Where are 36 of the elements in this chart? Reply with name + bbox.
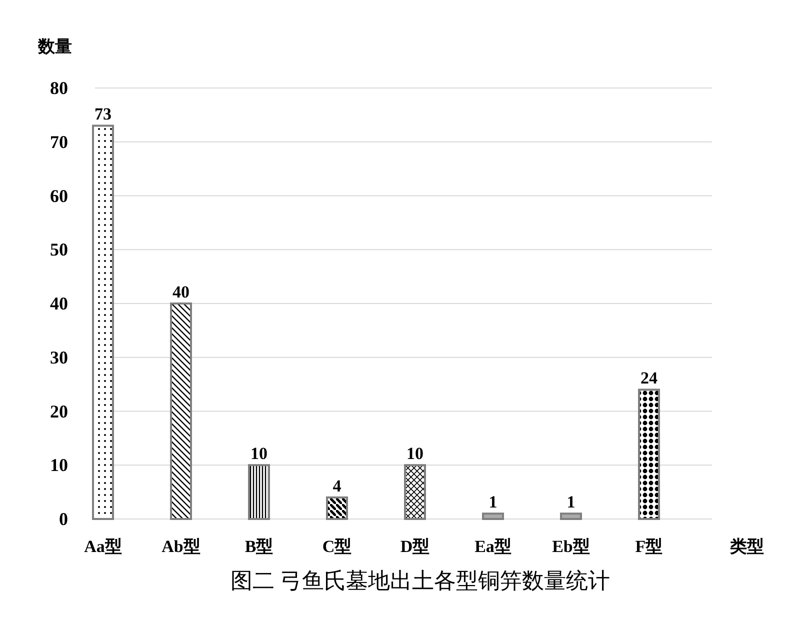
bar <box>560 512 582 520</box>
y-tick-label: 0 <box>59 509 68 529</box>
x-axis-title: 类型 <box>729 537 764 556</box>
x-tick-label: B型 <box>244 537 274 556</box>
data-label: 1 <box>566 492 576 512</box>
x-tick-label: Aa型 <box>84 537 122 556</box>
y-tick-label: 10 <box>50 455 68 476</box>
bar <box>404 464 426 520</box>
x-tick-label: Ab型 <box>162 537 200 556</box>
data-label: 10 <box>406 444 424 464</box>
y-axis-title: 数量 <box>37 37 72 56</box>
data-label: 10 <box>250 444 268 464</box>
data-label: 4 <box>332 476 342 496</box>
y-tick-label: 30 <box>50 347 68 368</box>
data-label: 24 <box>640 368 658 388</box>
bar <box>248 464 270 520</box>
y-tick-label: 60 <box>50 186 68 206</box>
y-tick-label: 40 <box>50 294 68 314</box>
y-tick-label: 80 <box>50 78 68 98</box>
bar <box>170 302 192 520</box>
text: 图二 弓鱼氏墓地出土各型铜笄数量统计 <box>230 568 610 593</box>
data-label: 40 <box>172 282 190 302</box>
y-tick-label: 50 <box>50 240 68 260</box>
x-tick-label: D型 <box>400 537 430 556</box>
bar <box>92 124 114 520</box>
data-label: 73 <box>94 104 112 124</box>
y-tick-label: 20 <box>50 401 68 422</box>
x-tick-label: Ea型 <box>474 537 512 556</box>
x-tick-label: F型 <box>635 537 663 556</box>
data-label: 1 <box>488 492 498 512</box>
bar <box>326 496 348 520</box>
x-tick-label: Eb型 <box>552 537 590 556</box>
bar <box>482 512 504 520</box>
bar <box>638 388 660 520</box>
y-tick-label: 70 <box>50 132 68 152</box>
x-tick-label: C型 <box>322 537 352 556</box>
